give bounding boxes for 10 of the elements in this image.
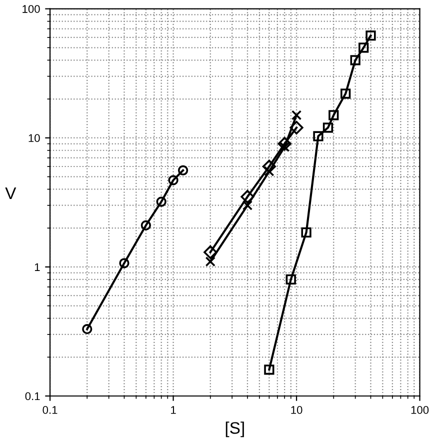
x-tick-label: 100	[411, 406, 429, 414]
x-tick-label: 1	[171, 406, 176, 414]
y-axis-title: V	[5, 187, 16, 199]
x-tick-label: 10	[291, 406, 302, 414]
y-tick-label: 0.1	[25, 392, 40, 400]
x-axis-title: [S]	[226, 422, 244, 438]
y-tick-label: 100	[22, 5, 40, 13]
y-tick-label: 1	[34, 263, 40, 271]
y-tick-label: 10	[28, 134, 40, 142]
x-tick-label: 0.1	[42, 406, 58, 414]
